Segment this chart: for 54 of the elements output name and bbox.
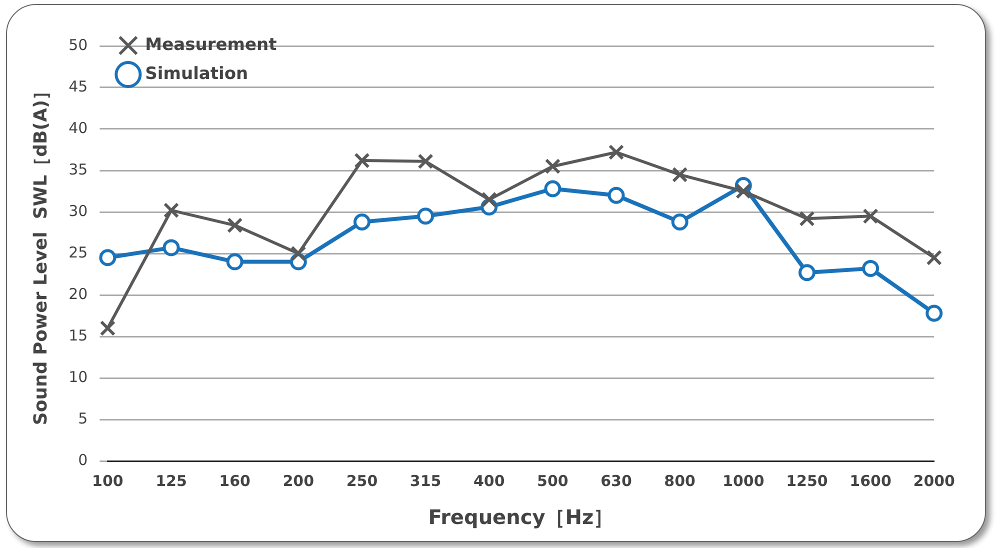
point: [608, 186, 625, 204]
point: [926, 250, 942, 266]
y-tick-label: 5: [78, 409, 88, 428]
point: [862, 260, 880, 277]
x-tick-label: 800: [664, 472, 696, 490]
x-tick-label: 2000: [913, 472, 955, 490]
x-tick-label: 1000: [722, 472, 764, 490]
point: [671, 213, 688, 230]
point: [290, 246, 306, 262]
x-tick-label: 1600: [850, 472, 892, 490]
legend-label: Simulation: [145, 64, 248, 84]
point: [162, 239, 180, 256]
point: [100, 320, 116, 336]
point: [163, 202, 180, 218]
point: [544, 180, 562, 198]
y-tick-label: 10: [68, 368, 88, 386]
point: [226, 253, 244, 270]
x-tick-label: 100: [92, 472, 124, 490]
x-tick-label: 1250: [786, 472, 828, 490]
point: [736, 183, 752, 200]
x-tick-label: 125: [156, 472, 187, 490]
x-tick-label: 500: [537, 472, 568, 490]
y-tick-label: 0: [78, 450, 88, 469]
point: [798, 264, 816, 282]
legend-label: Measurement: [145, 34, 277, 55]
point: [481, 192, 497, 208]
y-tick-label: 35: [68, 160, 88, 178]
y-tick-label: 25: [68, 243, 88, 262]
x-tick-label: 315: [410, 472, 442, 490]
point: [99, 249, 116, 266]
point: [672, 166, 688, 183]
x-tick-label: 160: [219, 472, 250, 490]
point: [226, 217, 243, 234]
y-tick-label: 20: [68, 284, 88, 303]
point: [353, 213, 370, 230]
point: [608, 144, 624, 160]
x-tick-label: 630: [600, 472, 632, 490]
x-axis-title: Frequency［Hz］: [428, 505, 614, 530]
point: [544, 158, 561, 174]
x-tick-label: 400: [473, 472, 505, 490]
y-tick-label: 45: [68, 77, 88, 96]
y-tick-label: 15: [68, 326, 88, 344]
point: [799, 210, 815, 227]
point: [926, 304, 943, 322]
y-tick-label: 50: [68, 36, 88, 54]
y-tick-label: 30: [68, 202, 88, 220]
y-axis-title: Sound Power Level SWL［dB(A)］: [30, 82, 52, 426]
point: [418, 154, 434, 170]
y-tick-label: 40: [68, 118, 88, 137]
point: [417, 208, 434, 225]
x-tick-label: 250: [346, 472, 378, 490]
point: [354, 152, 370, 168]
x-tick-label: 200: [282, 472, 314, 490]
point: [862, 208, 878, 224]
